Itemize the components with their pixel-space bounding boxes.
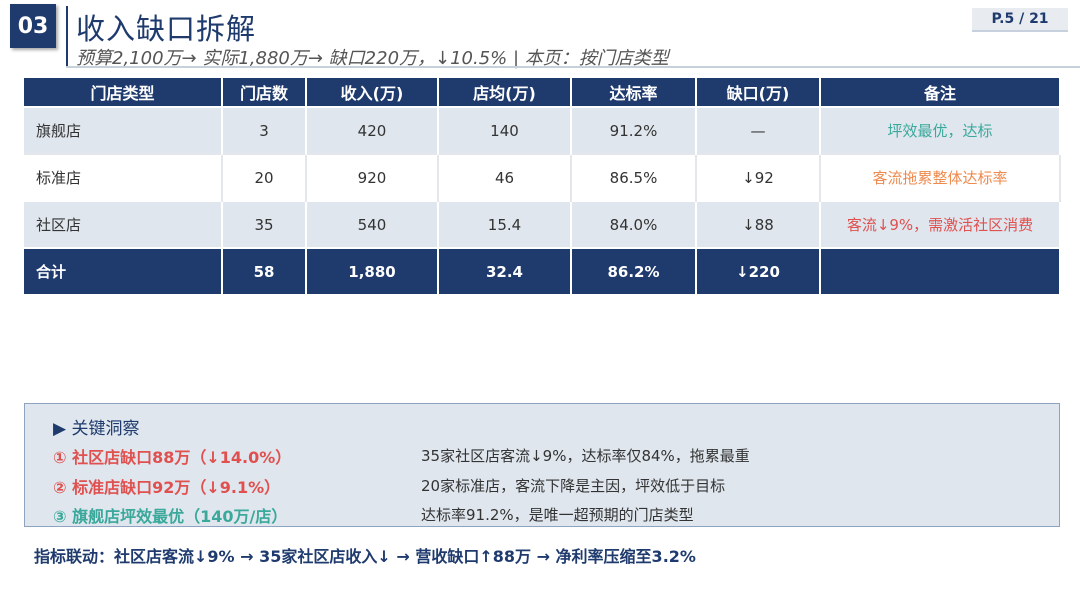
cell-note: 客流↓9%，需激活社区消费: [820, 200, 1061, 248]
column-header: 店均(万): [438, 78, 572, 107]
table-row: 社区店 35 540 15.4 84.0% ↓88 客流↓9%，需激活社区消费: [24, 200, 1061, 248]
insight-description: 达标率91.2%，是唯一超预期的门店类型: [421, 506, 694, 524]
cell-revenue: 540: [306, 200, 439, 248]
table-row: 标准店 20 920 46 86.5% ↓92 客流拖累整体达标率: [24, 153, 1061, 201]
cell-revenue: 1,880: [306, 247, 439, 294]
header-rule: [66, 66, 1080, 68]
page-title: 收入缺口拆解: [76, 12, 257, 46]
insight-label: ② 标准店缺口92万（↓9.1%）: [53, 478, 281, 497]
page-indicator: P.5 / 21: [972, 8, 1068, 32]
key-insights-panel: ▶ 关键洞察 ① 社区店缺口88万（↓14.0%） 35家社区店客流↓9%，达标…: [24, 403, 1060, 527]
cell-store-type: 标准店: [24, 153, 223, 201]
cell-store-type: 社区店: [24, 200, 223, 248]
cell-avg: 32.4: [438, 247, 572, 294]
section-number-badge: 03: [10, 4, 56, 48]
insight-label: ③ 旗舰店坪效最优（140万/店）: [53, 507, 288, 526]
column-header: 收入(万): [306, 78, 439, 107]
cell-avg: 15.4: [438, 200, 572, 248]
cell-gap: —: [696, 106, 821, 154]
column-header: 缺口(万): [696, 78, 821, 107]
store-type-table: 门店类型 门店数 收入(万) 店均(万) 达标率 缺口(万) 备注 旗舰店 3 …: [24, 78, 1061, 294]
cell-gap: ↓92: [696, 153, 821, 201]
column-header: 达标率: [571, 78, 697, 107]
cell-store-count: 3: [222, 106, 307, 154]
insight-description: 20家标准店，客流下降是主因，坪效低于目标: [421, 477, 726, 495]
page-subtitle: 预算2,100万→ 实际1,880万→ 缺口220万，↓10.5% | 本页：按…: [76, 48, 669, 69]
cell-rate: 84.0%: [571, 200, 697, 248]
column-header: 门店数: [222, 78, 307, 107]
table-header-row: 门店类型 门店数 收入(万) 店均(万) 达标率 缺口(万) 备注: [24, 78, 1061, 107]
cell-gap: ↓220: [696, 247, 821, 294]
cell-rate: 91.2%: [571, 106, 697, 154]
cell-store-count: 35: [222, 200, 307, 248]
cell-store-count: 20: [222, 153, 307, 201]
cell-note: [820, 247, 1061, 294]
header-divider: [66, 6, 68, 68]
cell-note: 坪效最优，达标: [820, 106, 1061, 154]
cell-avg: 140: [438, 106, 572, 154]
cell-avg: 46: [438, 153, 572, 201]
section-number: 03: [17, 13, 49, 39]
cell-rate: 86.2%: [571, 247, 697, 294]
metric-linkage-footer: 指标联动：社区店客流↓9% → 35家社区店收入↓ → 营收缺口↑88万 → 净…: [34, 547, 696, 566]
column-header: 门店类型: [24, 78, 223, 107]
insights-title: ▶ 关键洞察: [53, 419, 140, 439]
table-total-row: 合计 58 1,880 32.4 86.2% ↓220: [24, 247, 1061, 294]
table-row: 旗舰店 3 420 140 91.2% — 坪效最优，达标: [24, 106, 1061, 154]
page-number: P.5 / 21: [991, 11, 1049, 27]
insight-description: 35家社区店客流↓9%，达标率仅84%，拖累最重: [421, 447, 750, 465]
cell-gap: ↓88: [696, 200, 821, 248]
cell-revenue: 920: [306, 153, 439, 201]
cell-revenue: 420: [306, 106, 439, 154]
column-header: 备注: [820, 78, 1061, 107]
cell-store-type: 合计: [24, 247, 223, 294]
cell-rate: 86.5%: [571, 153, 697, 201]
cell-store-type: 旗舰店: [24, 106, 223, 154]
cell-store-count: 58: [222, 247, 307, 294]
cell-note: 客流拖累整体达标率: [820, 153, 1061, 201]
insight-label: ① 社区店缺口88万（↓14.0%）: [53, 448, 292, 467]
